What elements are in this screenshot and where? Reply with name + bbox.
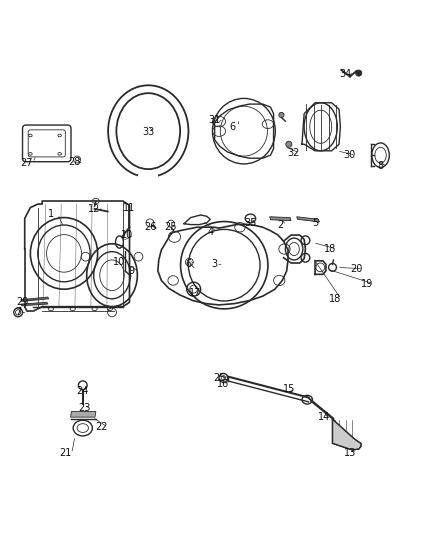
Polygon shape	[21, 302, 48, 306]
Text: 19: 19	[361, 279, 374, 289]
Text: 33: 33	[142, 127, 154, 137]
Text: 6: 6	[185, 260, 191, 269]
Text: 29: 29	[16, 297, 29, 308]
Polygon shape	[332, 419, 361, 450]
Text: 2: 2	[277, 220, 283, 230]
Text: 17: 17	[189, 288, 201, 298]
Text: 8: 8	[378, 161, 384, 171]
Text: 16: 16	[217, 379, 230, 390]
Text: 25: 25	[165, 222, 177, 232]
Text: 34: 34	[339, 69, 352, 79]
Text: 35: 35	[244, 218, 257, 228]
Polygon shape	[21, 297, 49, 302]
Text: 31: 31	[208, 115, 221, 125]
Text: 4: 4	[207, 227, 213, 237]
Text: 13: 13	[344, 448, 356, 458]
Text: 15: 15	[283, 384, 295, 394]
Ellipse shape	[286, 141, 292, 147]
Polygon shape	[297, 217, 319, 222]
Text: 25: 25	[213, 373, 225, 383]
Ellipse shape	[279, 112, 284, 118]
Text: 10: 10	[113, 257, 125, 267]
Text: 27: 27	[20, 158, 32, 167]
Text: 18: 18	[324, 244, 336, 254]
Text: 6: 6	[229, 122, 235, 132]
Text: 11: 11	[124, 203, 136, 213]
Text: 3: 3	[212, 260, 218, 269]
Text: 23: 23	[78, 403, 91, 414]
Text: 7: 7	[15, 308, 21, 317]
Text: 22: 22	[95, 422, 107, 432]
Text: 14: 14	[318, 412, 330, 422]
Text: 1: 1	[48, 209, 54, 219]
Text: 20: 20	[350, 264, 363, 273]
Text: 10: 10	[121, 230, 134, 240]
Text: 18: 18	[328, 294, 341, 304]
Text: 21: 21	[59, 448, 71, 458]
Text: 32: 32	[287, 148, 300, 158]
Text: 30: 30	[343, 150, 355, 160]
Text: 26: 26	[144, 222, 156, 232]
Text: 12: 12	[88, 204, 101, 214]
Text: 24: 24	[77, 386, 89, 396]
Text: 9: 9	[129, 266, 135, 276]
Polygon shape	[71, 411, 96, 417]
Ellipse shape	[356, 70, 362, 76]
Polygon shape	[270, 217, 291, 221]
Text: 5: 5	[312, 218, 318, 228]
Text: 28: 28	[69, 157, 81, 167]
